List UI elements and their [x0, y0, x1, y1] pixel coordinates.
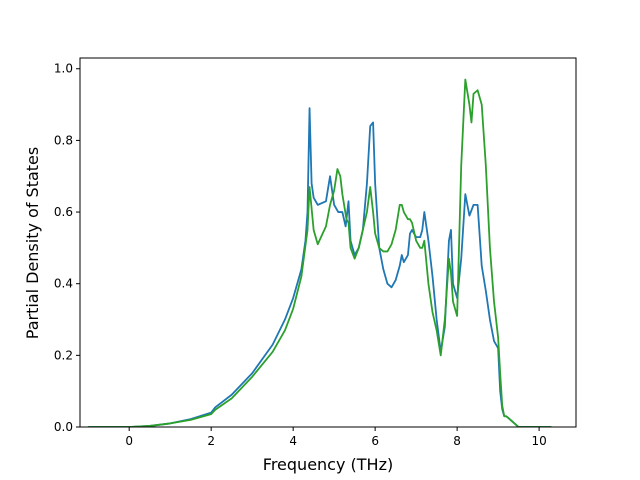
y-tick-label: 0.8 [54, 133, 73, 147]
plot-frame [79, 57, 577, 428]
series-layer [88, 78, 552, 427]
x-tick-label: 2 [207, 434, 215, 448]
y-tick-label: 1.0 [54, 62, 73, 76]
series-line-2 [88, 78, 552, 427]
y-tick-label: 0.2 [54, 348, 73, 362]
y-tick-label: 0.4 [54, 277, 73, 291]
x-axis-label: Frequency (THz) [263, 455, 393, 474]
y-axis-label: Partial Density of States [23, 147, 42, 339]
axes-layer: 0 2 4 6 8 10 0.0 0.2 0.4 0.6 0.8 1.0 [54, 57, 577, 448]
x-tick-label: 0 [125, 434, 133, 448]
y-tick-label: 0.0 [54, 420, 73, 434]
y-tick-label: 0.6 [54, 205, 73, 219]
x-tick-label: 4 [289, 434, 297, 448]
x-tick-label: 8 [453, 434, 461, 448]
x-tick-label: 6 [371, 434, 379, 448]
x-tick-label: 10 [531, 434, 546, 448]
